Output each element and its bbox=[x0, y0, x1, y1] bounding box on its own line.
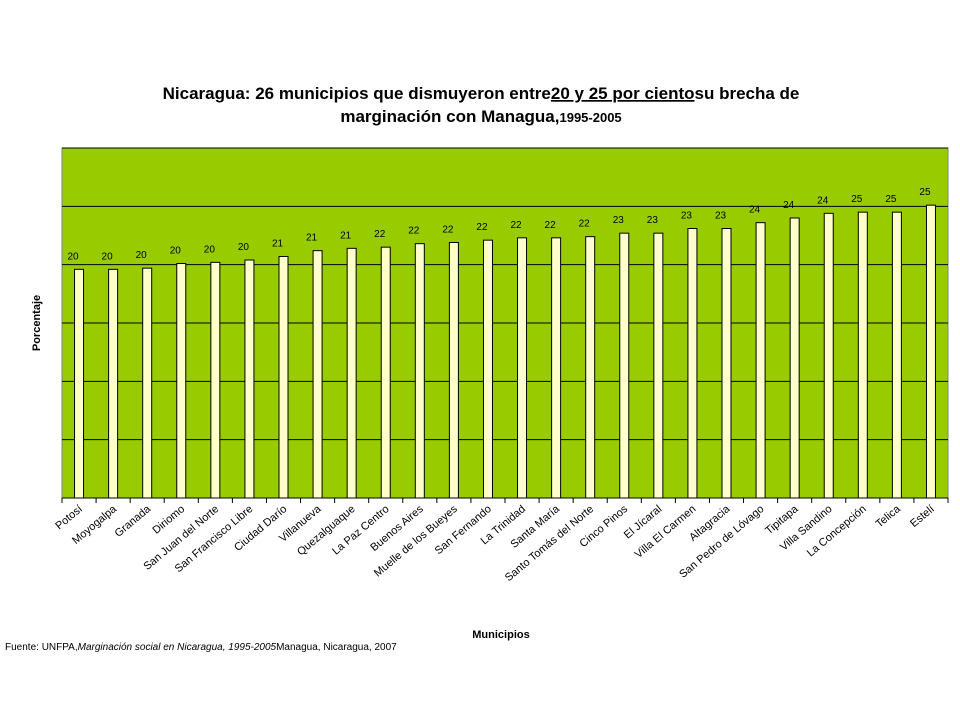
bar bbox=[74, 268, 85, 499]
bar bbox=[176, 263, 187, 499]
y-axis-label: Porcentaje bbox=[31, 295, 43, 351]
data-label: 22 bbox=[476, 222, 488, 233]
source-part: Managua, Nicaragua, 2007 bbox=[276, 642, 397, 653]
bar bbox=[142, 267, 153, 499]
data-label: 24 bbox=[749, 205, 761, 216]
data-label: 21 bbox=[340, 230, 352, 241]
data-label: 22 bbox=[545, 220, 557, 231]
x-tick-label: Telica bbox=[874, 503, 904, 531]
bar bbox=[653, 232, 664, 499]
source-note: Fuente: UNFPA,Marginación social en Nica… bbox=[5, 642, 397, 653]
bar bbox=[789, 217, 800, 499]
data-label: 24 bbox=[817, 195, 829, 206]
bar bbox=[380, 246, 391, 499]
source-part: Marginación social en Nicaragua, 1995-20… bbox=[78, 642, 277, 653]
bar bbox=[414, 243, 425, 499]
data-label: 20 bbox=[238, 242, 250, 253]
bar bbox=[857, 211, 868, 499]
bar bbox=[551, 237, 562, 499]
data-label: 22 bbox=[408, 226, 420, 237]
data-label: 20 bbox=[102, 251, 114, 262]
title-part: su brecha de bbox=[695, 84, 800, 103]
bar bbox=[244, 259, 255, 499]
x-tick-label: Granada bbox=[113, 503, 154, 540]
data-label: 23 bbox=[681, 211, 693, 222]
data-label: 21 bbox=[306, 233, 318, 244]
title-part: 1995-2005 bbox=[559, 110, 621, 125]
title-part: 20 y 25 por ciento bbox=[551, 84, 695, 103]
data-label: 22 bbox=[442, 225, 454, 236]
bar bbox=[585, 236, 596, 499]
bar bbox=[925, 204, 936, 499]
data-label: 23 bbox=[613, 215, 625, 226]
title-part: Nicaragua: 26 municipios que dismuyeron … bbox=[163, 84, 551, 103]
data-label: 23 bbox=[715, 211, 727, 222]
bar bbox=[687, 228, 698, 499]
bar bbox=[312, 250, 323, 499]
bar bbox=[108, 268, 119, 499]
chart-title: marginación con Managua,1995-2005 bbox=[340, 107, 621, 126]
bar bbox=[278, 256, 289, 499]
data-label: 25 bbox=[851, 194, 863, 205]
bar bbox=[448, 242, 459, 499]
data-label: 20 bbox=[204, 244, 216, 255]
bar bbox=[517, 237, 528, 499]
data-label: 20 bbox=[136, 250, 148, 261]
data-label: 25 bbox=[885, 194, 897, 205]
data-label: 22 bbox=[510, 220, 522, 231]
chart-title: Nicaragua: 26 municipios que dismuyeron … bbox=[163, 84, 800, 103]
x-tick-label: Villa El Carmen bbox=[633, 503, 699, 561]
bar bbox=[891, 211, 902, 499]
bar bbox=[346, 247, 357, 499]
data-label: 25 bbox=[919, 187, 931, 198]
bar bbox=[210, 261, 221, 499]
source-part: Fuente: UNFPA, bbox=[5, 642, 78, 653]
bar bbox=[823, 212, 834, 499]
data-label: 20 bbox=[67, 251, 79, 262]
title-part: marginación con Managua, bbox=[340, 107, 559, 126]
bar bbox=[721, 228, 732, 499]
bar bbox=[755, 222, 766, 499]
x-axis-label: Municipios bbox=[472, 629, 529, 641]
bar bbox=[482, 239, 493, 499]
data-label: 20 bbox=[170, 246, 182, 257]
bar bbox=[619, 232, 630, 499]
data-label: 24 bbox=[783, 200, 795, 211]
data-label: 23 bbox=[647, 215, 659, 226]
x-tick-label: Estelí bbox=[908, 503, 937, 530]
data-label: 21 bbox=[272, 239, 284, 250]
data-label: 22 bbox=[579, 219, 591, 230]
x-tick-label: La Concepción bbox=[805, 503, 869, 559]
data-label: 22 bbox=[374, 229, 386, 240]
